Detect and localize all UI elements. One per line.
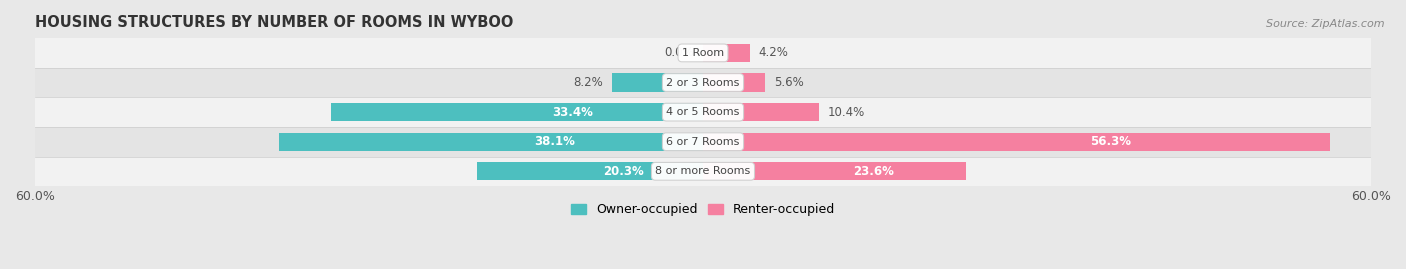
Bar	[35, 38, 1371, 68]
Bar	[477, 162, 703, 180]
Bar	[35, 68, 1371, 97]
Bar	[35, 157, 1371, 186]
Text: 56.3%: 56.3%	[1090, 135, 1130, 148]
Text: 33.4%: 33.4%	[553, 106, 593, 119]
Text: 23.6%: 23.6%	[853, 165, 894, 178]
Bar	[612, 73, 703, 92]
Text: 8 or more Rooms: 8 or more Rooms	[655, 166, 751, 176]
Text: 1 Room: 1 Room	[682, 48, 724, 58]
Text: 38.1%: 38.1%	[534, 135, 575, 148]
Text: 0.0%: 0.0%	[665, 47, 695, 59]
Text: 10.4%: 10.4%	[828, 106, 865, 119]
Text: 4.2%: 4.2%	[759, 47, 789, 59]
Text: 6 or 7 Rooms: 6 or 7 Rooms	[666, 137, 740, 147]
Text: 20.3%: 20.3%	[603, 165, 644, 178]
Bar	[703, 73, 765, 92]
Bar	[703, 133, 1330, 151]
Text: 8.2%: 8.2%	[574, 76, 603, 89]
Text: 4 or 5 Rooms: 4 or 5 Rooms	[666, 107, 740, 117]
Bar	[703, 162, 966, 180]
Text: HOUSING STRUCTURES BY NUMBER OF ROOMS IN WYBOO: HOUSING STRUCTURES BY NUMBER OF ROOMS IN…	[35, 15, 513, 30]
Text: 5.6%: 5.6%	[775, 76, 804, 89]
Bar	[703, 103, 818, 121]
Legend: Owner-occupied, Renter-occupied: Owner-occupied, Renter-occupied	[567, 198, 839, 221]
Bar	[330, 103, 703, 121]
Text: 2 or 3 Rooms: 2 or 3 Rooms	[666, 77, 740, 87]
Text: Source: ZipAtlas.com: Source: ZipAtlas.com	[1267, 19, 1385, 29]
Bar	[278, 133, 703, 151]
Bar	[35, 127, 1371, 157]
Bar	[35, 97, 1371, 127]
Bar	[703, 44, 749, 62]
